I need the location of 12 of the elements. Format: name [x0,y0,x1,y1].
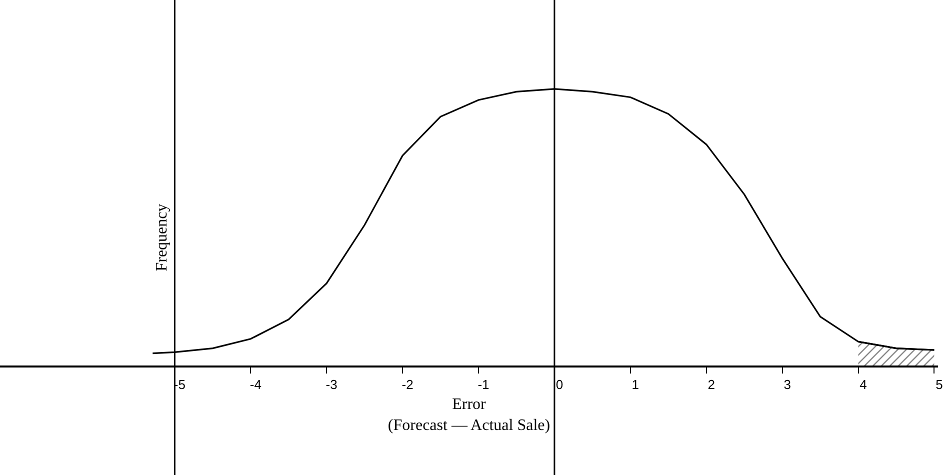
x-tick-label: 4 [860,377,867,392]
x-tick-label: 0 [556,377,564,392]
x-tick-label: -4 [250,377,262,392]
x-tick-label: 1 [632,377,640,392]
x-tick-label: 5 [936,377,943,392]
x-tick-label: -2 [402,377,414,392]
x-tick-label: 3 [784,377,791,392]
x-tick-label: -3 [326,377,338,392]
x-tick-label: -1 [478,377,490,392]
y-axis-title: Frequency [154,204,171,272]
x-axis-title: Error (Forecast — Actual Sale) [388,396,550,434]
x-tick-label: 2 [708,377,715,392]
